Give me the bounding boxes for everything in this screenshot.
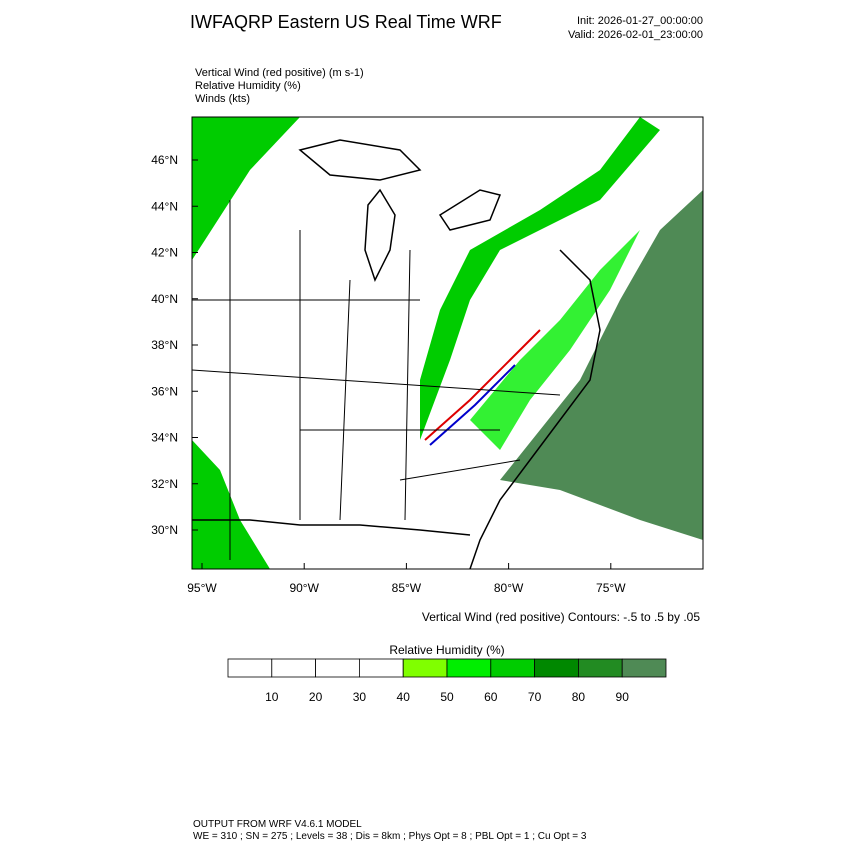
init-time: Init: 2026-01-27_00:00:00 <box>577 15 703 27</box>
footer-line: WE = 310 ; SN = 275 ; Levels = 38 ; Dis … <box>193 831 587 842</box>
coastline <box>469 249 601 569</box>
contour-note: Vertical Wind (red positive) Contours: -… <box>422 610 700 624</box>
lat-label: 32°N <box>151 477 178 491</box>
colorbar-box <box>446 658 492 678</box>
downdraft <box>429 364 516 446</box>
lat-label: 34°N <box>151 431 178 445</box>
colorbar-label: 40 <box>397 690 411 704</box>
lon-label: 95°W <box>187 581 217 595</box>
colorbar-box <box>621 658 667 678</box>
lake <box>364 188 396 282</box>
humid-area <box>192 440 270 569</box>
updraft <box>424 329 541 441</box>
lat-label: 46°N <box>151 153 178 167</box>
lake <box>438 189 502 231</box>
lat-label: 38°N <box>151 338 178 352</box>
footer-line: OUTPUT FROM WRF V4.6.1 MODEL <box>193 819 362 830</box>
lat-label: 40°N <box>151 292 178 306</box>
colorbar-box <box>490 658 535 678</box>
lat-label: 42°N <box>151 246 178 260</box>
colorbar-label: 80 <box>572 690 586 704</box>
humid-area <box>500 190 703 540</box>
humid-area <box>192 117 300 260</box>
coastline <box>192 519 471 536</box>
title: IWFAQRP Eastern US Real Time WRF <box>190 12 502 32</box>
map <box>191 116 704 570</box>
field-label: Vertical Wind (red positive) (m s-1) <box>195 67 364 79</box>
field-label: Relative Humidity (%) <box>195 80 301 92</box>
colorbar-label: 50 <box>440 690 454 704</box>
lon-label: 85°W <box>392 581 422 595</box>
state-border <box>192 200 561 560</box>
colorbar-box <box>315 658 360 678</box>
lat-label: 44°N <box>151 199 178 213</box>
colorbar-label: 90 <box>616 690 630 704</box>
lon-label: 75°W <box>596 581 626 595</box>
colorbar-box <box>358 658 404 678</box>
lat-label: 36°N <box>151 384 178 398</box>
map-frame <box>191 116 704 570</box>
lon-label: 90°W <box>289 581 319 595</box>
colorbar-label: 70 <box>528 690 542 704</box>
humid-area <box>470 230 640 450</box>
lake <box>298 139 422 181</box>
lat-label: 30°N <box>151 523 178 537</box>
colorbar-box <box>402 658 448 678</box>
lon-label: 80°W <box>494 581 524 595</box>
field-label: Winds (kts) <box>195 93 250 105</box>
humid-area <box>420 117 660 440</box>
valid-time: Valid: 2026-02-01_23:00:00 <box>568 29 703 41</box>
map-field <box>192 117 703 569</box>
colorbar-label: 30 <box>353 690 367 704</box>
colorbar-label: 20 <box>309 690 323 704</box>
colorbar-label: 10 <box>265 690 279 704</box>
colorbar-box <box>534 658 579 678</box>
colorbar: 10 20 30 40 50 60 70 80 90 <box>227 658 667 704</box>
colorbar-title: Relative Humidity (%) <box>389 643 504 657</box>
colorbar-box <box>578 658 623 678</box>
colorbar-box <box>227 658 273 678</box>
colorbar-box <box>271 658 316 678</box>
colorbar-label: 60 <box>484 690 498 704</box>
